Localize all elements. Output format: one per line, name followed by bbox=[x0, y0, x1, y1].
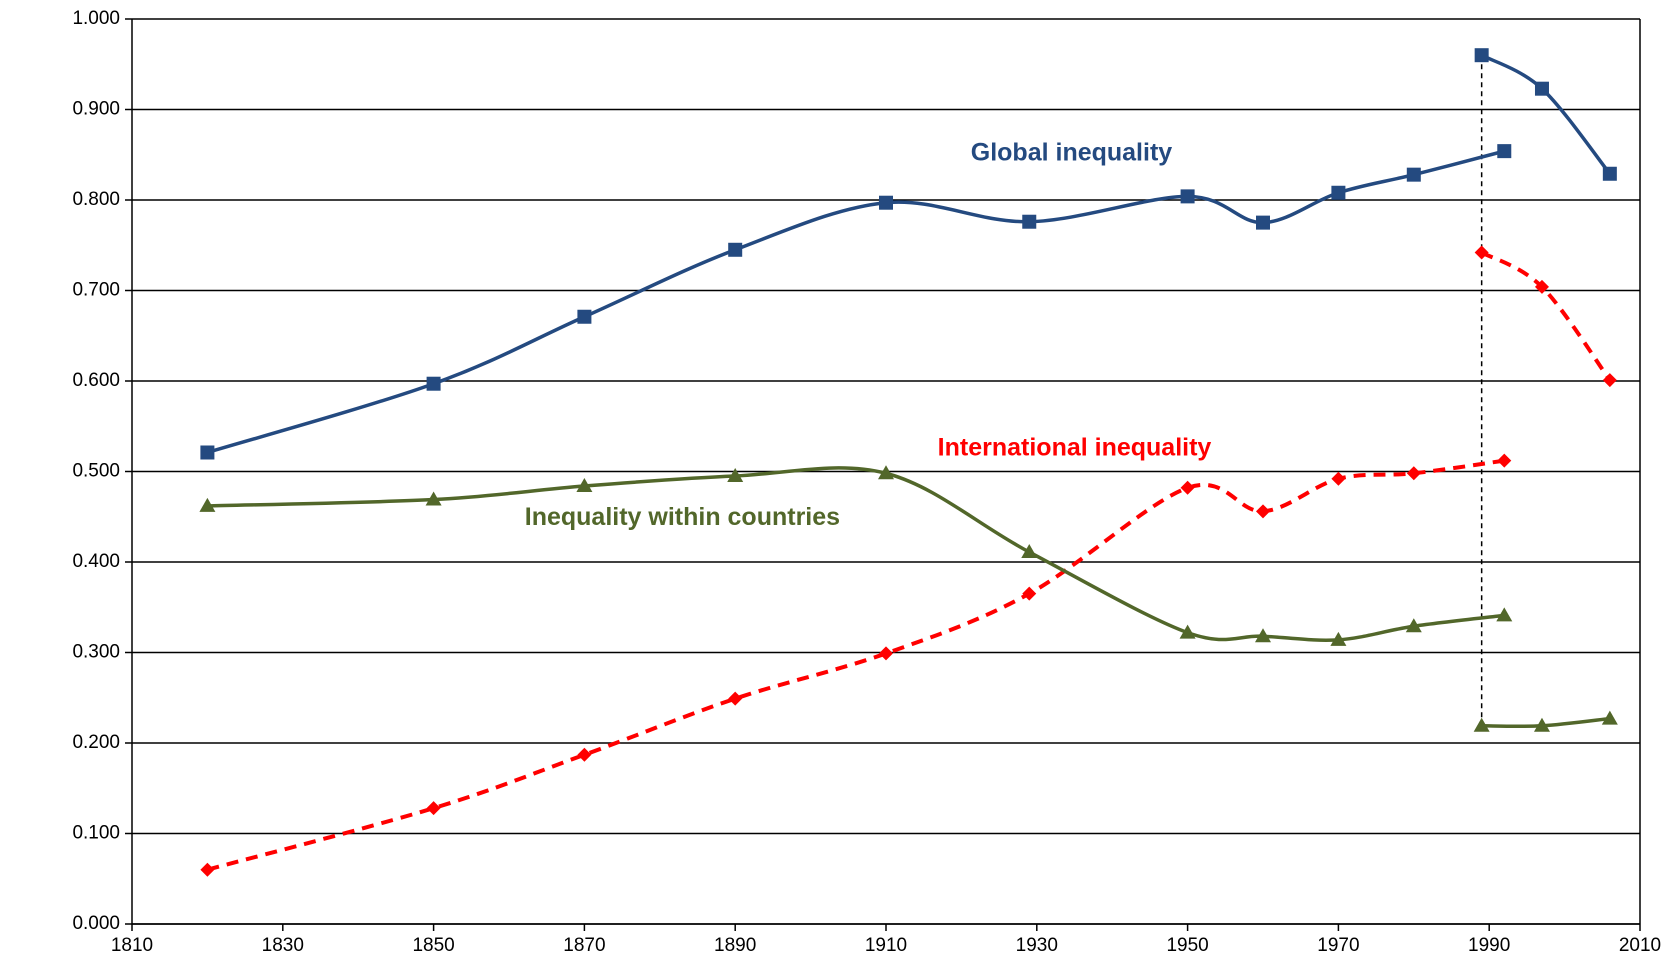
marker bbox=[1602, 373, 1617, 388]
marker bbox=[1180, 480, 1195, 495]
marker bbox=[1497, 453, 1512, 468]
x-tick-label: 1990 bbox=[1468, 935, 1510, 956]
y-tick-label: 0.600 bbox=[72, 370, 120, 391]
marker bbox=[1473, 717, 1490, 732]
x-tick-label: 1830 bbox=[262, 935, 304, 956]
marker bbox=[1256, 215, 1270, 230]
series-label: Inequality within countries bbox=[525, 503, 840, 531]
marker bbox=[577, 747, 592, 762]
marker bbox=[426, 376, 441, 391]
marker bbox=[1255, 628, 1271, 643]
x-tick-label: 1810 bbox=[111, 935, 153, 956]
y-tick-label: 0.000 bbox=[72, 913, 120, 934]
marker bbox=[1180, 189, 1195, 204]
marker bbox=[199, 497, 216, 512]
marker bbox=[1256, 504, 1270, 519]
marker bbox=[1533, 717, 1550, 732]
x-tick-label: 1970 bbox=[1317, 935, 1359, 956]
marker bbox=[1331, 471, 1346, 486]
x-tick-label: 2010 bbox=[1619, 935, 1661, 956]
marker bbox=[1179, 624, 1196, 639]
y-tick-label: 1.000 bbox=[72, 8, 120, 29]
marker bbox=[727, 468, 744, 483]
marker bbox=[200, 445, 215, 460]
marker bbox=[879, 646, 893, 661]
marker bbox=[879, 195, 893, 210]
series-line bbox=[206, 53, 1612, 455]
series-line bbox=[206, 250, 1612, 872]
x-tick-label: 1930 bbox=[1016, 935, 1058, 956]
x-tick-label: 1910 bbox=[865, 935, 907, 956]
x-tick-label: 1950 bbox=[1166, 935, 1208, 956]
marker bbox=[1022, 586, 1037, 601]
y-tick-label: 0.800 bbox=[72, 189, 120, 210]
marker bbox=[1474, 245, 1489, 260]
marker bbox=[1022, 214, 1037, 229]
y-tick-label: 0.500 bbox=[72, 461, 120, 482]
y-tick-label: 0.200 bbox=[72, 732, 120, 753]
x-tick-label: 1850 bbox=[412, 935, 454, 956]
series-line bbox=[207, 466, 1611, 729]
marker bbox=[1534, 81, 1549, 96]
y-tick-label: 0.100 bbox=[72, 823, 120, 844]
marker bbox=[1474, 48, 1489, 63]
y-tick-label: 0.900 bbox=[72, 99, 120, 120]
y-tick-label: 0.400 bbox=[72, 551, 120, 572]
marker bbox=[577, 309, 592, 324]
marker bbox=[426, 801, 441, 816]
x-tick-label: 1890 bbox=[714, 935, 756, 956]
marker bbox=[1021, 544, 1038, 559]
series-label: International inequality bbox=[938, 433, 1212, 461]
marker bbox=[728, 242, 743, 257]
marker bbox=[1496, 607, 1513, 622]
marker bbox=[1602, 166, 1617, 181]
marker bbox=[200, 862, 215, 877]
x-tick-label: 1870 bbox=[563, 935, 605, 956]
y-tick-label: 0.700 bbox=[72, 280, 120, 301]
marker bbox=[1406, 466, 1421, 481]
marker bbox=[1497, 144, 1512, 159]
marker bbox=[878, 465, 894, 480]
marker bbox=[1405, 618, 1422, 633]
marker bbox=[728, 691, 743, 706]
marker bbox=[576, 477, 593, 492]
marker bbox=[1330, 631, 1347, 646]
marker bbox=[1534, 279, 1549, 294]
marker bbox=[425, 491, 442, 506]
y-tick-label: 0.300 bbox=[72, 642, 120, 663]
series-label: Global inequality bbox=[971, 138, 1173, 166]
marker bbox=[1406, 167, 1421, 182]
marker bbox=[1331, 185, 1346, 200]
marker bbox=[1601, 710, 1618, 725]
